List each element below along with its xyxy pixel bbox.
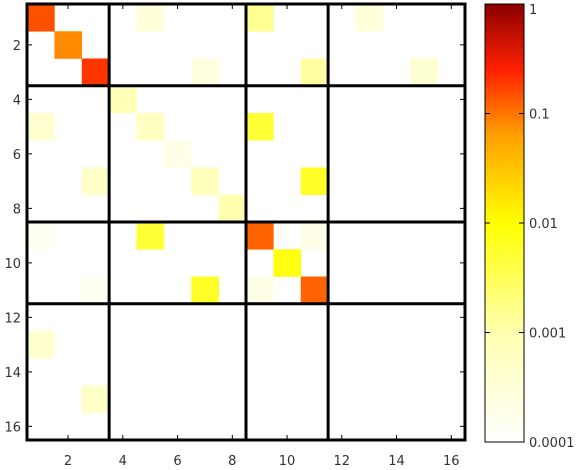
x-tick-label: 10: [279, 454, 296, 469]
y-tick-label: 14: [4, 366, 21, 381]
x-tick-label: 2: [64, 454, 72, 469]
heatmap-cell: [191, 58, 219, 87]
x-tick-label: 8: [228, 454, 236, 469]
heatmap-cell: [136, 222, 165, 250]
colorbar-tick-label: 0.01: [529, 217, 558, 232]
heatmap-cell: [410, 58, 438, 87]
x-tick-label: 14: [388, 454, 405, 469]
y-tick-label: 4: [13, 93, 21, 108]
heatmap-cell: [218, 194, 247, 223]
colorbar-tick-label: 0.0001: [529, 436, 575, 451]
y-tick-label: 2: [13, 39, 21, 54]
y-tick-label: 8: [13, 202, 21, 217]
heatmap-cell: [355, 4, 384, 32]
colorbar-tick-label: 1: [529, 3, 537, 18]
colorbar-tick-label: 0.1: [529, 108, 550, 123]
heatmap-cell: [136, 4, 165, 32]
heatmap-cell: [300, 167, 329, 196]
x-tick-label: 12: [334, 454, 351, 469]
plot-frame: [25, 2, 467, 442]
x-tick-label: 16: [443, 454, 460, 469]
heatmap-cell: [246, 4, 274, 32]
x-tick-label: 4: [119, 454, 127, 469]
heatmap-cell: [81, 385, 110, 414]
y-tick-label: 16: [4, 420, 21, 435]
heatmap-cell: [163, 140, 192, 168]
heatmap-cell: [300, 58, 329, 87]
x-tick-label: 6: [173, 454, 181, 469]
heatmap-cell: [246, 113, 274, 141]
heatmap-cells: [27, 4, 438, 414]
heatmap-cell: [246, 276, 274, 305]
heatmap-cell: [246, 222, 274, 250]
heatmap-cell: [81, 58, 110, 87]
heatmap-cell: [273, 249, 302, 277]
heatmap-cell: [81, 276, 110, 305]
heatmap-cell: [136, 113, 165, 141]
heatmap-cell: [191, 276, 219, 305]
y-tick-label: 12: [4, 311, 21, 326]
heatmap-cell: [27, 4, 55, 32]
heatmap-cell: [27, 222, 55, 250]
heatmap-cell: [109, 85, 137, 114]
y-tick-label: 10: [4, 257, 21, 272]
heatmap-cell: [54, 31, 83, 59]
heatmap-cell: [81, 167, 110, 196]
heatmap-cell: [300, 276, 329, 305]
y-tick-label: 6: [13, 148, 21, 163]
colorbar-tick-label: 0.001: [529, 327, 566, 342]
colorbar: [484, 3, 525, 443]
colorbar-ticks: 1 0.1 0.01 0.001 0.0001: [485, 3, 575, 451]
heatmap-cell: [300, 222, 329, 250]
heatmap-cell: [27, 113, 55, 141]
heatmap-cell: [27, 331, 55, 359]
heatmap-cell: [191, 167, 219, 196]
axis-tick-labels: 2 4 6 8 10 12 14 16 2 4 6 8 10 12 14 16: [4, 39, 459, 469]
block-grid-lines: [27, 4, 465, 440]
axis-ticks: [27, 4, 465, 440]
